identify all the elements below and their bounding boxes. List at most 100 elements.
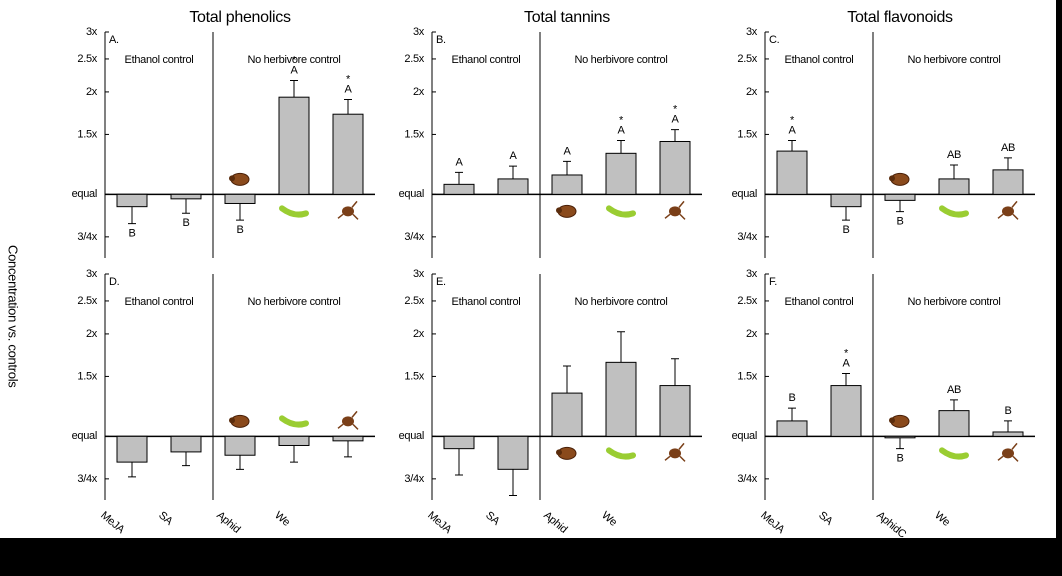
y-tick-label: equal [732, 188, 757, 200]
bar [939, 411, 969, 437]
y-tick-label: equal [72, 430, 97, 442]
bar [333, 436, 363, 441]
bar [117, 194, 147, 206]
y-tick-label: equal [399, 188, 424, 200]
significance-letter: A [563, 145, 571, 157]
significance-letter: B [788, 392, 795, 404]
significance-letter: B [896, 453, 903, 465]
y-tick-label: equal [399, 430, 424, 442]
y-tick-label: 3/4x [404, 473, 424, 485]
bar [993, 432, 1023, 436]
bar [498, 436, 528, 469]
y-tick-label: equal [732, 430, 757, 442]
y-tick-label: 3x [86, 268, 98, 280]
bar [777, 151, 807, 194]
y-tick-label: 2.5x [737, 53, 757, 65]
bar [939, 179, 969, 194]
y-tick-label: 1.5x [404, 370, 424, 382]
panel-title: Total tannins [524, 9, 610, 26]
panel-title: Total phenolics [189, 9, 291, 26]
group-label: Ethanol control [125, 54, 194, 66]
bar [552, 393, 582, 436]
beetle-icon [889, 417, 895, 423]
panel-label: E. [436, 276, 446, 288]
y-tick-label: 3x [86, 26, 98, 38]
significance-letter: B [236, 224, 243, 236]
bar [831, 386, 861, 437]
group-label: No herbivore control [574, 54, 667, 66]
frame-edge [1056, 0, 1062, 576]
group-label: Ethanol control [452, 54, 521, 66]
y-tick-label: 3/4x [404, 231, 424, 243]
y-tick-label: 2x [413, 328, 425, 340]
bar [279, 436, 309, 445]
y-tick-label: 2x [746, 328, 758, 340]
bar [606, 362, 636, 436]
y-tick-label: 1.5x [77, 128, 97, 140]
panel-label: F. [769, 276, 777, 288]
figure: Concentration vs. controls Total phenoli… [0, 0, 1062, 576]
bar [117, 436, 147, 462]
significance-letter: A [509, 150, 517, 162]
bar [606, 153, 636, 194]
group-label: Ethanol control [785, 296, 854, 308]
significance-letter: AB [947, 384, 961, 396]
weevil-icon [669, 206, 681, 216]
panel-label: C. [769, 34, 780, 46]
y-tick-label: 2.5x [77, 295, 97, 307]
beetle-icon [556, 207, 562, 213]
bar [171, 194, 201, 199]
y-tick-label: 1.5x [77, 370, 97, 382]
bar [993, 170, 1023, 194]
group-label: Ethanol control [785, 54, 854, 66]
y-tick-label: 3/4x [737, 231, 757, 243]
bar [225, 436, 255, 455]
group-label: Ethanol control [125, 296, 194, 308]
y-tick-label: 3x [413, 268, 425, 280]
beetle-icon [556, 449, 562, 455]
group-label: Ethanol control [452, 296, 521, 308]
y-tick-label: equal [72, 188, 97, 200]
y-tick-label: 3x [746, 268, 758, 280]
bar [444, 184, 474, 194]
y-tick-label: 3x [746, 26, 758, 38]
y-axis-label: Concentration vs. controls [6, 245, 21, 388]
y-tick-label: 3/4x [77, 231, 97, 243]
group-label: No herbivore control [574, 296, 667, 308]
y-tick-label: 2x [413, 86, 425, 98]
bar [225, 194, 255, 203]
group-label: No herbivore control [907, 54, 1000, 66]
significance-letter: B [182, 217, 189, 229]
bar [660, 386, 690, 437]
group-label: No herbivore control [247, 296, 340, 308]
y-tick-label: 3/4x [77, 473, 97, 485]
cover-bar [0, 538, 1062, 576]
significance-letter: B [896, 215, 903, 227]
y-tick-label: 3x [413, 26, 425, 38]
bar [498, 179, 528, 194]
y-tick-label: 2.5x [404, 295, 424, 307]
bar [777, 421, 807, 436]
beetle-icon [229, 417, 235, 423]
weevil-icon [1002, 206, 1014, 216]
bar [831, 194, 861, 206]
bar [333, 114, 363, 194]
significance-letter: AB [947, 149, 961, 161]
panel-label: B. [436, 34, 446, 46]
y-tick-label: 1.5x [737, 370, 757, 382]
y-tick-label: 1.5x [737, 128, 757, 140]
bar [552, 175, 582, 194]
weevil-icon [342, 206, 354, 216]
weevil-icon [342, 416, 354, 426]
background [0, 0, 1062, 576]
y-tick-label: 2.5x [404, 53, 424, 65]
y-tick-label: 3/4x [737, 473, 757, 485]
significance-letter: AB [1001, 142, 1015, 154]
bar [885, 194, 915, 200]
y-tick-label: 2.5x [77, 53, 97, 65]
panel-label: A. [109, 34, 119, 46]
bar [444, 436, 474, 448]
panel-label: D. [109, 276, 120, 288]
beetle-icon [229, 175, 235, 181]
y-tick-label: 1.5x [404, 128, 424, 140]
